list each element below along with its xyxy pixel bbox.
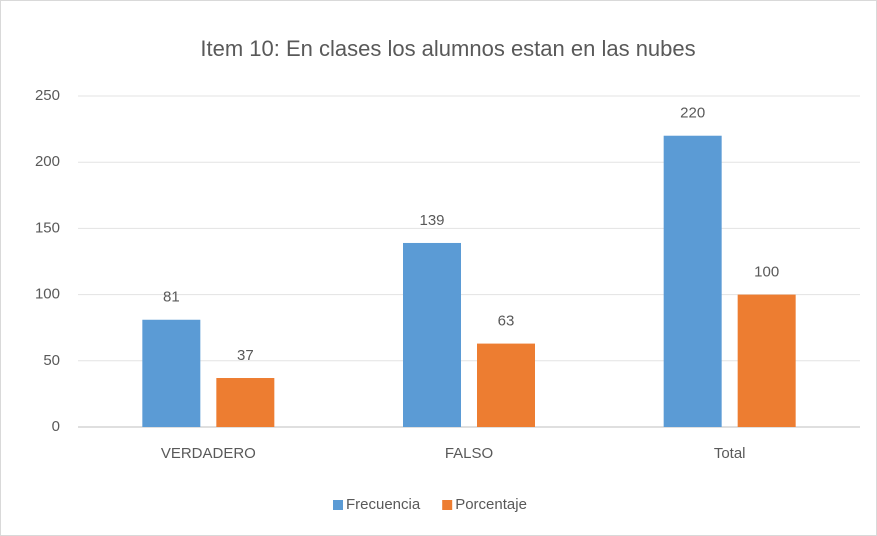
legend-label: Frecuencia xyxy=(346,496,421,513)
chart-title: Item 10: En clases los alumnos estan en … xyxy=(200,36,695,61)
data-label: 100 xyxy=(754,264,779,281)
data-label: 81 xyxy=(163,289,180,306)
y-tick-label: 0 xyxy=(52,418,60,435)
bar xyxy=(737,294,796,427)
x-tick-label: Total xyxy=(714,445,746,462)
x-tick-label: VERDADERO xyxy=(161,445,256,462)
bar xyxy=(477,343,535,427)
bar xyxy=(403,242,461,427)
legend-swatch xyxy=(442,500,453,510)
y-tick-label: 50 xyxy=(43,352,60,369)
x-tick-label: FALSO xyxy=(445,445,493,462)
y-tick-label: 200 xyxy=(35,153,60,170)
data-label: 220 xyxy=(680,105,705,122)
bar xyxy=(216,378,275,427)
legend-swatch xyxy=(333,500,343,510)
bar xyxy=(142,319,201,427)
data-label: 63 xyxy=(498,313,515,330)
data-label: 139 xyxy=(419,212,444,229)
y-tick-label: 100 xyxy=(35,286,60,303)
legend-label: Porcentaje xyxy=(455,496,527,513)
data-label: 37 xyxy=(237,347,254,364)
bar xyxy=(663,135,722,427)
y-tick-label: 250 xyxy=(35,87,60,104)
y-tick-label: 150 xyxy=(35,219,60,236)
